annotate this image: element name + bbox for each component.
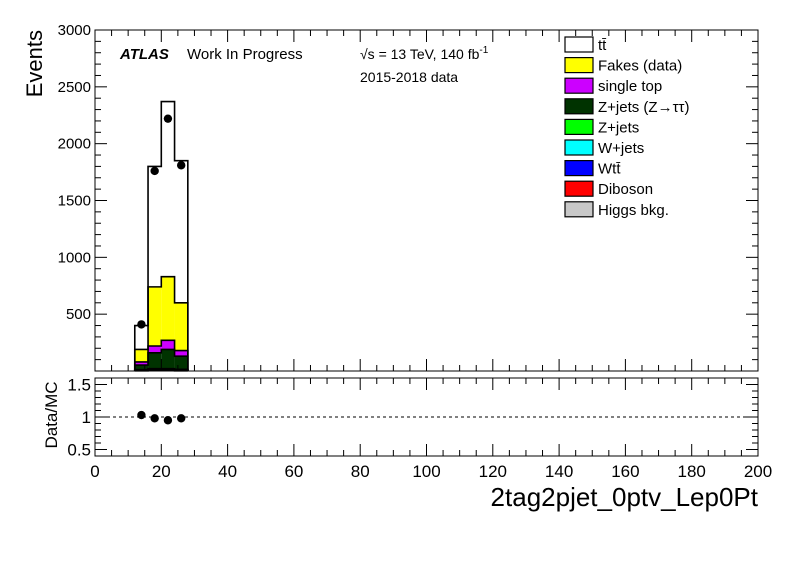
bar-segment: [148, 352, 162, 369]
x-axis-label: 2tag2pjet_0ptv_Lep0Pt: [491, 482, 759, 512]
legend-swatch: [564, 77, 594, 94]
data-point: [163, 114, 173, 123]
bar-segment: [148, 166, 162, 287]
bar-segment: [174, 350, 188, 357]
bar-segment: [134, 325, 149, 350]
ratio-y-tick-label: 0.5: [67, 441, 91, 460]
legend-entry: W+jets: [564, 139, 644, 157]
series-outline: [133, 348, 189, 371]
x-tick-label: 140: [545, 462, 573, 481]
legend-label: Diboson: [598, 181, 653, 198]
x-tick-label: 80: [351, 462, 370, 481]
y-axis-label-ratio: Data/MC: [42, 381, 61, 448]
legend-swatch: [564, 36, 594, 53]
main-panel: 500 1000 1500 2000 2500 3000: [58, 22, 759, 372]
y-tick-label: 2000: [58, 136, 91, 153]
bar-segment: [148, 286, 162, 346]
bar-segment: [134, 365, 149, 370]
legend-label: single top: [598, 78, 662, 95]
x-tick-label: 160: [611, 462, 639, 481]
bar-segment: [174, 160, 188, 303]
legend: tt̄ Fakes (data) single top Z+jets (Z→ττ) Z+…: [564, 36, 689, 219]
legend-entry: Wtt̄: [564, 160, 621, 178]
energy-superscript: -1: [479, 45, 488, 56]
legend-entry: single top: [564, 77, 662, 95]
legend-entry: Z+jets: [564, 118, 639, 136]
ratio-point: [163, 416, 173, 425]
ratio-y-tick-label: 1: [82, 408, 91, 427]
legend-label: Z+jets: [598, 119, 639, 136]
y-tick-label: 1000: [58, 249, 91, 266]
legend-swatch: [564, 201, 594, 218]
legend-swatch: [564, 180, 594, 197]
atlas-label: ATLAS: [119, 46, 169, 63]
legend-swatch: [564, 139, 594, 156]
bar-segment: [174, 302, 188, 351]
x-tick-label: 200: [744, 462, 772, 481]
energy-luminosity-label: √s = 13 TeV, 140 fb-1: [360, 45, 489, 62]
legend-label: Wtt̄: [598, 161, 621, 178]
ratio-panel: 0.5 1 1.5 0 20 40 60 80 100 120 140 160 180 200: [67, 376, 772, 482]
bar-segment: [174, 356, 188, 370]
legend-swatch: [564, 118, 594, 136]
ratio-y-tick-label: 1.5: [67, 376, 91, 395]
data-point: [176, 161, 186, 170]
legend-swatch: [564, 56, 594, 74]
x-tick-label: 180: [678, 462, 706, 481]
legend-label: W+jets: [598, 140, 644, 157]
legend-swatch: [564, 160, 594, 177]
legend-entry: Fakes (data): [564, 56, 682, 75]
x-tick-label: 40: [218, 462, 237, 481]
legend-label: Fakes (data): [598, 58, 682, 75]
legend-entry: Diboson: [564, 180, 653, 198]
ratio-point: [150, 414, 159, 423]
x-tick-label: 100: [412, 462, 440, 481]
bar-segment: [161, 101, 175, 277]
bar-segment: [161, 340, 175, 350]
series-outline: [133, 339, 189, 371]
ratio-point: [176, 414, 186, 423]
legend-entry: Z+jets (Z→ττ): [564, 98, 689, 116]
ratio-point: [137, 410, 146, 420]
legend-label: Z+jets (Z→ττ): [598, 99, 689, 116]
work-in-progress-label: Work In Progress: [187, 46, 303, 63]
bar-segment: [148, 345, 162, 353]
series-outline: [133, 275, 189, 371]
x-tick-label: 0: [90, 462, 99, 481]
legend-swatch: [564, 98, 594, 115]
bar-segment: [161, 349, 175, 369]
legend-entry: tt̄: [564, 36, 607, 54]
y-tick-label: 3000: [58, 22, 91, 39]
bar-segment: [161, 276, 175, 341]
data-point: [150, 166, 159, 176]
energy-text: √s = 13 TeV, 140 fb: [360, 46, 480, 62]
y-axis-label-events: Events: [22, 30, 47, 97]
x-tick-label: 120: [479, 462, 507, 481]
legend-label: tt̄: [598, 37, 607, 54]
y-tick-label: 2500: [58, 79, 91, 96]
legend-label: Higgs bkg.: [598, 202, 669, 219]
dataset-label: 2015-2018 data: [360, 69, 458, 85]
y-tick-label: 500: [66, 306, 91, 323]
x-tick-label: 60: [284, 462, 303, 481]
x-tick-label: 20: [152, 462, 171, 481]
legend-entry: Higgs bkg.: [564, 201, 669, 219]
bar-segment: [134, 349, 149, 362]
data-point: [137, 320, 146, 329]
bar-segment: [134, 361, 149, 366]
y-tick-label: 1500: [58, 193, 91, 210]
